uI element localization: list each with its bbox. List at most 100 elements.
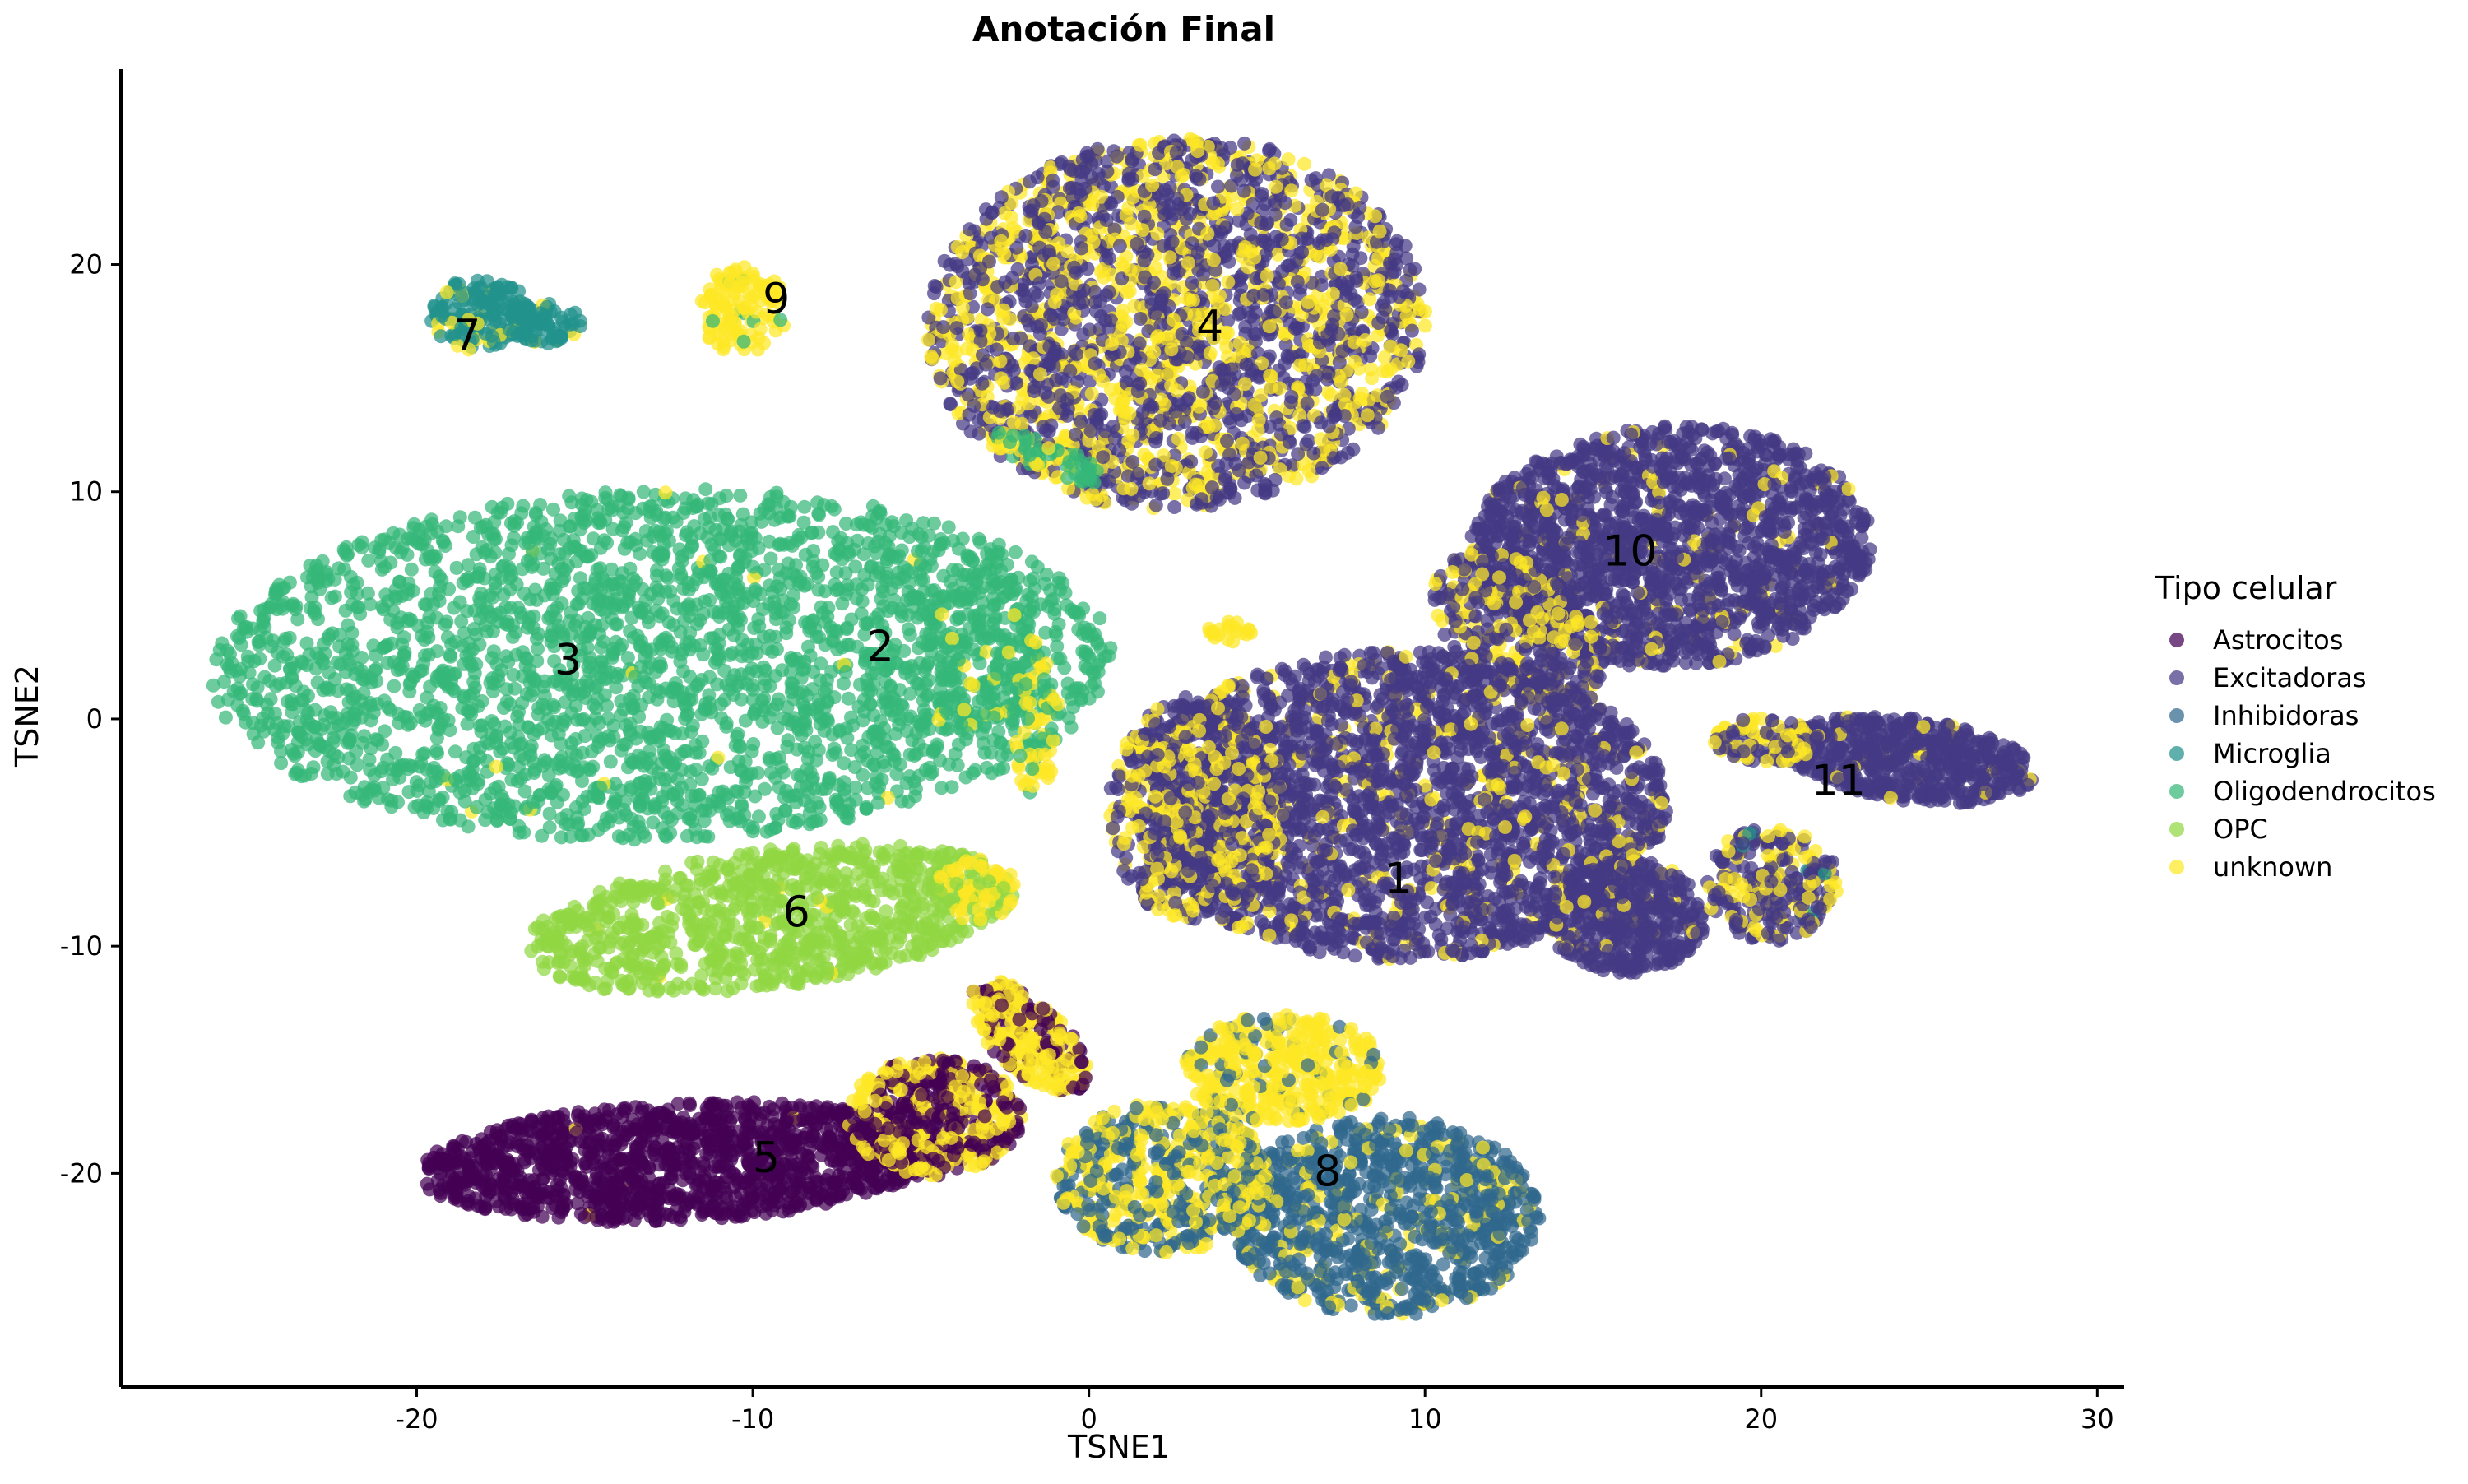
scatter-point [955, 574, 970, 588]
scatter-point [592, 884, 607, 899]
scatter-point [753, 978, 768, 993]
scatter-point [462, 646, 477, 661]
scatter-point [1008, 545, 1023, 559]
scatter-point [498, 601, 513, 614]
scatter-point [697, 512, 712, 526]
scatter-point [693, 613, 707, 628]
scatter-point [682, 1096, 697, 1111]
scatter-point [792, 1098, 807, 1113]
scatter-point [473, 595, 488, 610]
scatter-point [747, 570, 761, 585]
scatter-point [941, 520, 956, 535]
scatter-point [926, 765, 939, 779]
scatter-point [464, 707, 479, 721]
scatter-point [564, 762, 578, 777]
scatter-point [289, 599, 304, 614]
scatter-point [981, 874, 996, 889]
scatter-point [423, 679, 438, 694]
scatter-point [626, 701, 641, 716]
scatter-point [395, 659, 410, 674]
scatter-point [549, 778, 564, 792]
scatter-point [755, 714, 770, 729]
scatter-point [252, 638, 267, 652]
scatter-point [503, 571, 517, 586]
scatter-point [659, 568, 674, 583]
scatter-point [865, 911, 880, 925]
scatter-point [619, 718, 633, 733]
scatter-point [789, 652, 804, 666]
scatter-point [608, 1138, 623, 1152]
scatter-point [916, 585, 931, 600]
scatter-point [879, 942, 893, 957]
scatter-point [319, 574, 333, 589]
scatter-point [719, 716, 734, 730]
scatter-point [274, 756, 289, 771]
scatter-point [435, 790, 450, 805]
scatter-point [988, 610, 1003, 624]
scatter-point [580, 641, 595, 655]
scatter-point [972, 656, 987, 670]
scatter-point [609, 1120, 624, 1135]
scatter-point [744, 515, 758, 530]
scatter-point [890, 702, 905, 716]
scatter-point [812, 874, 827, 888]
scatter-point [990, 666, 1004, 681]
scatter-point [436, 712, 451, 726]
scatter-point [714, 889, 729, 903]
scatter-point [800, 1196, 814, 1211]
scatter-point [875, 846, 890, 861]
scatter-point [341, 618, 355, 633]
scatter-point [863, 697, 878, 712]
scatter-point [746, 737, 761, 751]
scatter-point [851, 947, 865, 962]
scatter-point [402, 677, 417, 692]
scatter-point [762, 534, 777, 549]
scatter-point [499, 649, 513, 664]
scatter-point [916, 573, 930, 587]
scatter-point [965, 554, 980, 568]
scatter-point [524, 739, 539, 754]
scatter-point [367, 780, 382, 795]
scatter-point [505, 629, 520, 644]
points-layer [206, 132, 2039, 1321]
scatter-point [650, 896, 665, 911]
scatter-point [550, 795, 564, 809]
scatter-point [642, 1171, 656, 1185]
scatter-point [1009, 735, 1023, 749]
scatter-point [827, 1176, 842, 1190]
scatter-point [388, 745, 403, 760]
scatter-point [658, 485, 673, 500]
scatter-point [619, 737, 633, 751]
scatter-point [416, 656, 431, 671]
scatter-point [682, 916, 697, 931]
scatter-point [773, 510, 788, 525]
scatter-point [568, 972, 583, 987]
scatter-point [620, 939, 635, 953]
scatter-point [727, 668, 742, 683]
scatter-point [341, 637, 355, 652]
scatter-point [309, 559, 324, 573]
scatter-point [918, 660, 933, 675]
scatter-point [211, 694, 225, 709]
scatter-point [797, 499, 812, 514]
scatter-point [518, 651, 533, 665]
scatter-point [636, 882, 651, 897]
scatter-point [713, 550, 728, 564]
scatter-point [777, 765, 791, 780]
scatter-point [1023, 573, 1037, 588]
scatter-point [832, 934, 847, 949]
scatter-point [308, 744, 322, 758]
scatter-point [429, 730, 444, 745]
scatter-point [562, 489, 577, 503]
scatter-point [307, 720, 322, 735]
scatter-point [926, 545, 941, 559]
scatter-point [1025, 762, 1040, 777]
scatter-point [456, 576, 471, 591]
scatter-point [986, 710, 1001, 725]
scatter-point [1087, 666, 1102, 681]
scatter-point [362, 753, 377, 767]
scatter-point [942, 670, 957, 685]
scatter-point [507, 531, 522, 545]
scatter-point [695, 734, 710, 749]
scatter-point [705, 794, 720, 808]
